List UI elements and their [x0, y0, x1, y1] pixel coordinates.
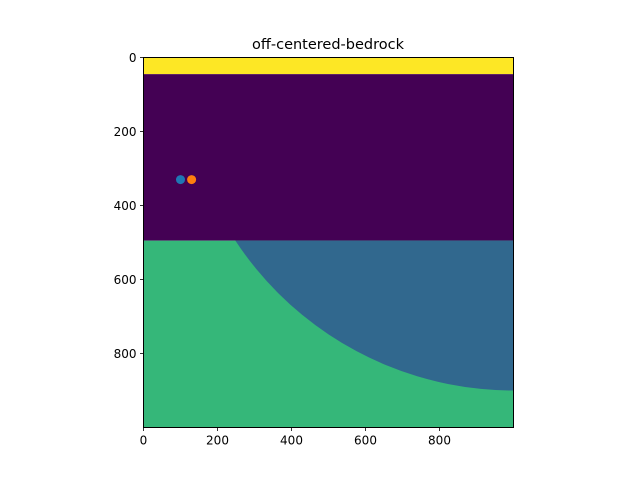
- y-tick-label: 200: [114, 125, 137, 139]
- bedrock-region: [235, 240, 514, 391]
- x-tick-label: 800: [428, 434, 451, 448]
- plot-frame: [143, 57, 514, 428]
- chart-title: off-centered-bedrock: [252, 37, 405, 53]
- layer-middle: [143, 74, 514, 241]
- data-point-2: [187, 175, 197, 185]
- y-tick-label: 0: [129, 51, 137, 65]
- x-axis: 0 200 400 600 800: [140, 427, 451, 448]
- data-point-1: [176, 175, 185, 185]
- x-tick-label: 200: [206, 434, 229, 448]
- layer-top: [143, 57, 514, 75]
- y-tick-label: 800: [114, 347, 137, 361]
- y-axis: 0 200 400 600 800: [114, 51, 144, 361]
- x-tick-label: 0: [140, 434, 148, 448]
- x-tick-label: 400: [280, 434, 303, 448]
- y-tick-label: 600: [114, 273, 137, 287]
- y-tick-label: 400: [114, 199, 137, 213]
- x-tick-label: 600: [354, 434, 377, 448]
